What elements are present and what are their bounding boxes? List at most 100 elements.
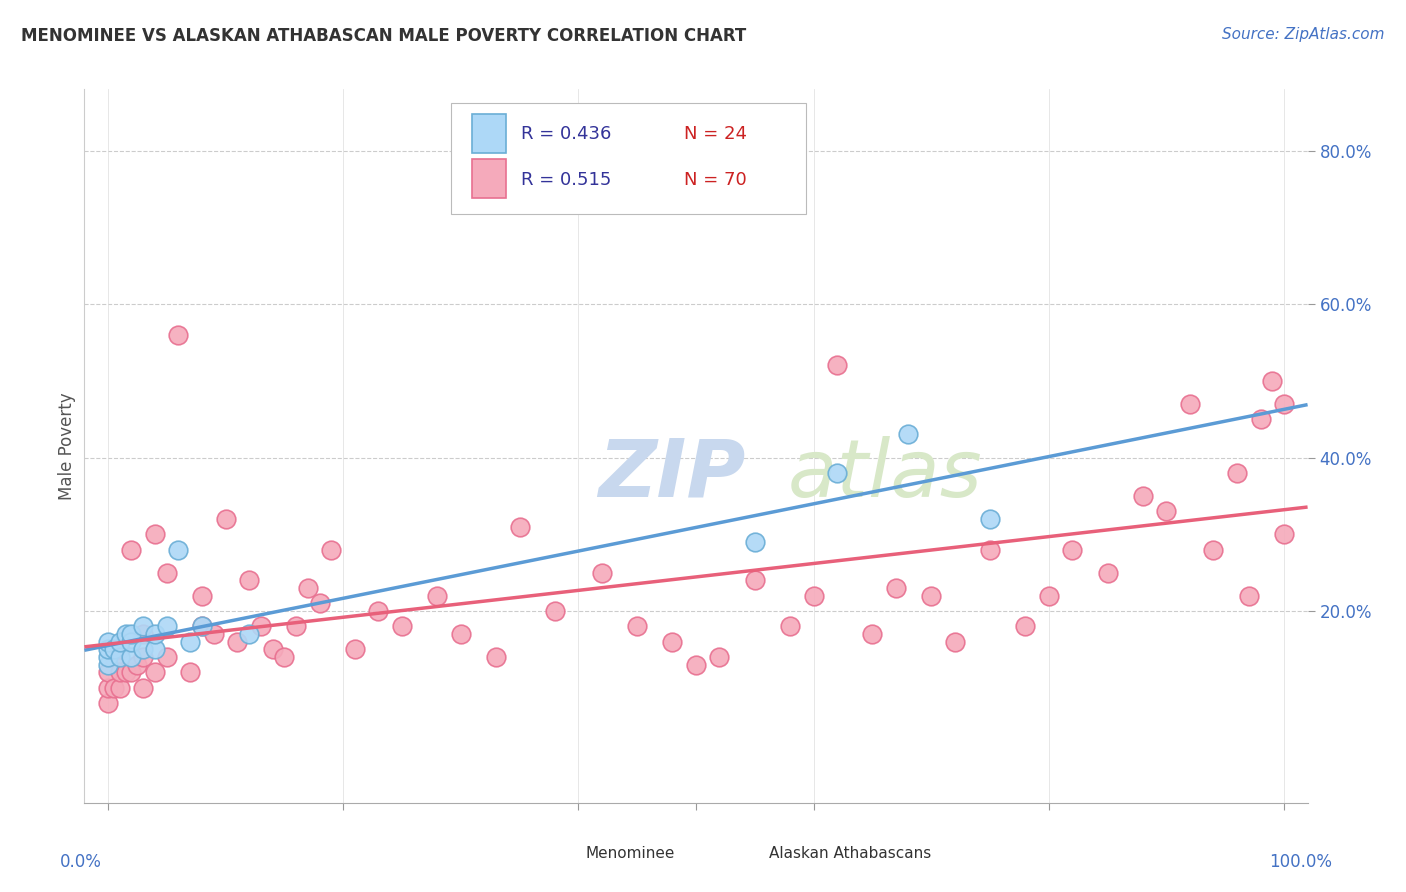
Point: [120, 627, 142, 641]
Point: [132, 650, 155, 665]
Point: [97, 681, 120, 695]
Point: [744, 535, 766, 549]
Point: [709, 650, 731, 665]
Point: [103, 681, 125, 695]
Point: [127, 657, 149, 672]
Point: [132, 642, 155, 657]
Y-axis label: Male Poverty: Male Poverty: [58, 392, 76, 500]
Point: [661, 634, 683, 648]
Point: [943, 634, 966, 648]
Point: [108, 642, 131, 657]
Point: [1261, 374, 1284, 388]
Point: [1272, 527, 1295, 541]
Point: [156, 650, 179, 665]
Point: [626, 619, 648, 633]
Point: [120, 665, 142, 680]
Point: [114, 627, 136, 641]
Point: [509, 519, 531, 533]
Point: [97, 634, 120, 648]
Point: [97, 657, 120, 672]
Point: [297, 581, 319, 595]
Point: [143, 527, 166, 541]
Point: [120, 634, 142, 648]
Point: [108, 681, 131, 695]
Point: [1250, 412, 1272, 426]
Point: [1272, 397, 1295, 411]
Point: [143, 642, 166, 657]
FancyBboxPatch shape: [550, 844, 576, 863]
Point: [485, 650, 508, 665]
Point: [97, 665, 120, 680]
Point: [1156, 504, 1178, 518]
Point: [1202, 542, 1225, 557]
Point: [825, 466, 848, 480]
Point: [685, 657, 707, 672]
FancyBboxPatch shape: [472, 159, 506, 198]
Point: [108, 650, 131, 665]
Point: [1237, 589, 1260, 603]
Point: [156, 619, 179, 633]
Point: [191, 589, 214, 603]
Point: [897, 427, 920, 442]
Point: [120, 542, 142, 557]
Point: [1038, 589, 1060, 603]
Point: [226, 634, 249, 648]
Point: [744, 574, 766, 588]
FancyBboxPatch shape: [451, 103, 806, 214]
Point: [803, 589, 825, 603]
Point: [1014, 619, 1036, 633]
Point: [367, 604, 389, 618]
Point: [920, 589, 942, 603]
Text: Menominee: Menominee: [586, 846, 675, 861]
Point: [238, 627, 260, 641]
Point: [132, 627, 155, 641]
Text: N = 24: N = 24: [683, 125, 747, 143]
Point: [544, 604, 567, 618]
Point: [979, 542, 1001, 557]
Point: [591, 566, 613, 580]
Point: [285, 619, 308, 633]
Text: 100.0%: 100.0%: [1270, 853, 1331, 871]
Text: N = 70: N = 70: [683, 171, 747, 189]
Point: [103, 642, 125, 657]
Point: [167, 542, 190, 557]
Point: [1132, 489, 1154, 503]
Point: [143, 665, 166, 680]
Point: [426, 589, 449, 603]
Point: [450, 627, 472, 641]
Point: [108, 634, 131, 648]
Text: R = 0.515: R = 0.515: [522, 171, 612, 189]
Point: [321, 542, 343, 557]
Point: [238, 574, 260, 588]
Point: [343, 642, 366, 657]
Point: [860, 627, 883, 641]
Point: [391, 619, 413, 633]
Point: [308, 596, 330, 610]
Point: [202, 627, 225, 641]
Point: [179, 634, 201, 648]
Point: [979, 512, 1001, 526]
Point: [1178, 397, 1201, 411]
Point: [132, 681, 155, 695]
Point: [779, 619, 801, 633]
Point: [273, 650, 295, 665]
Text: ZIP: ZIP: [598, 435, 745, 514]
FancyBboxPatch shape: [733, 844, 759, 863]
Point: [97, 650, 120, 665]
Point: [156, 566, 179, 580]
Point: [1062, 542, 1084, 557]
Point: [97, 642, 120, 657]
Point: [108, 665, 131, 680]
Point: [167, 327, 190, 342]
Point: [884, 581, 907, 595]
Point: [191, 619, 214, 633]
Point: [120, 650, 142, 665]
Text: atlas: atlas: [787, 435, 983, 514]
Point: [103, 650, 125, 665]
Point: [179, 665, 201, 680]
FancyBboxPatch shape: [472, 114, 506, 153]
Point: [1226, 466, 1249, 480]
Point: [191, 619, 214, 633]
Point: [825, 359, 848, 373]
Text: R = 0.436: R = 0.436: [522, 125, 612, 143]
